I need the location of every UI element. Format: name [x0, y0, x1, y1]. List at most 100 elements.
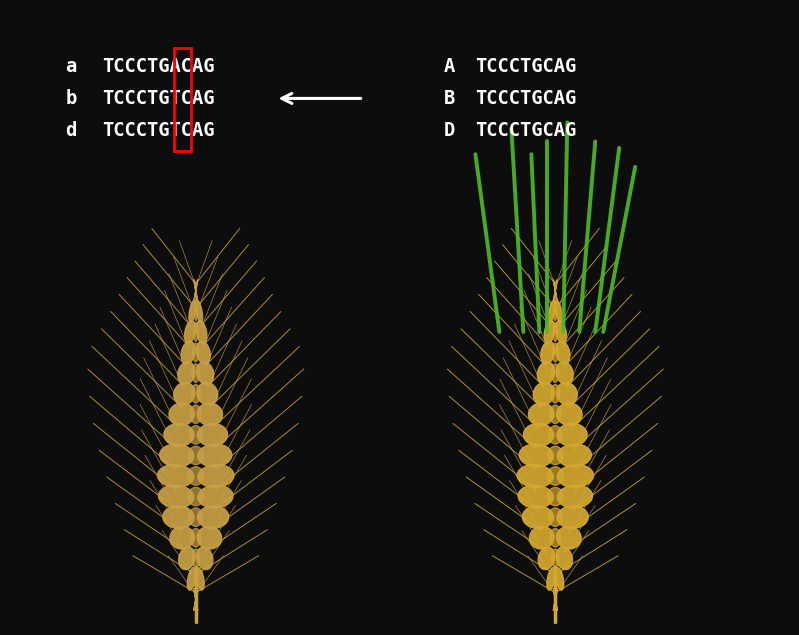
- Ellipse shape: [190, 528, 201, 547]
- Ellipse shape: [539, 547, 555, 570]
- Ellipse shape: [518, 485, 553, 508]
- Ellipse shape: [551, 364, 559, 382]
- Ellipse shape: [548, 300, 555, 323]
- Ellipse shape: [538, 362, 555, 384]
- Ellipse shape: [547, 487, 563, 506]
- Ellipse shape: [170, 526, 194, 549]
- Ellipse shape: [196, 321, 207, 343]
- Text: D: D: [443, 121, 455, 140]
- Ellipse shape: [530, 526, 554, 549]
- Ellipse shape: [552, 549, 559, 568]
- Text: A: A: [443, 57, 455, 76]
- Ellipse shape: [188, 467, 204, 485]
- Ellipse shape: [547, 467, 563, 485]
- Ellipse shape: [197, 362, 213, 384]
- Ellipse shape: [557, 526, 581, 549]
- Ellipse shape: [555, 321, 566, 343]
- Ellipse shape: [541, 342, 555, 364]
- Ellipse shape: [188, 446, 204, 465]
- Ellipse shape: [194, 588, 197, 611]
- Ellipse shape: [190, 405, 201, 424]
- Ellipse shape: [193, 344, 199, 362]
- Ellipse shape: [557, 403, 582, 425]
- Ellipse shape: [197, 526, 221, 549]
- Ellipse shape: [556, 362, 573, 384]
- Ellipse shape: [197, 444, 232, 467]
- Ellipse shape: [198, 485, 233, 508]
- Ellipse shape: [160, 444, 194, 467]
- Text: TCCCTGCAG: TCCCTGCAG: [475, 121, 577, 140]
- Ellipse shape: [197, 424, 228, 446]
- Ellipse shape: [523, 424, 554, 446]
- Ellipse shape: [519, 444, 554, 467]
- Ellipse shape: [197, 382, 218, 405]
- Ellipse shape: [157, 465, 193, 488]
- Ellipse shape: [196, 568, 205, 590]
- Ellipse shape: [550, 405, 561, 424]
- Ellipse shape: [189, 425, 202, 444]
- Ellipse shape: [517, 465, 553, 488]
- Ellipse shape: [556, 382, 578, 405]
- Ellipse shape: [551, 384, 560, 403]
- Ellipse shape: [557, 506, 588, 528]
- Ellipse shape: [548, 508, 562, 526]
- Text: TCCCTGCAG: TCCCTGCAG: [475, 57, 577, 76]
- Ellipse shape: [164, 424, 194, 446]
- Ellipse shape: [555, 568, 564, 590]
- Ellipse shape: [549, 425, 562, 444]
- Ellipse shape: [189, 300, 196, 323]
- Ellipse shape: [187, 568, 196, 590]
- Ellipse shape: [554, 302, 557, 321]
- Ellipse shape: [191, 384, 201, 403]
- Ellipse shape: [197, 403, 223, 425]
- Text: TCCCTGACAG: TCCCTGACAG: [102, 57, 215, 76]
- Ellipse shape: [194, 570, 197, 588]
- Bar: [174, 48, 191, 151]
- Text: TCCCTGTCAG: TCCCTGTCAG: [102, 121, 215, 140]
- Ellipse shape: [558, 465, 594, 488]
- Ellipse shape: [554, 279, 557, 302]
- Ellipse shape: [196, 300, 203, 323]
- Ellipse shape: [547, 568, 555, 590]
- Ellipse shape: [523, 506, 554, 528]
- Text: d: d: [66, 121, 77, 140]
- Ellipse shape: [188, 487, 204, 506]
- Ellipse shape: [556, 547, 572, 570]
- Ellipse shape: [179, 547, 195, 570]
- Text: B: B: [443, 89, 455, 108]
- Ellipse shape: [178, 362, 195, 384]
- Ellipse shape: [557, 444, 591, 467]
- Ellipse shape: [193, 323, 198, 341]
- Ellipse shape: [194, 279, 197, 302]
- Ellipse shape: [198, 465, 234, 488]
- Ellipse shape: [552, 344, 559, 362]
- Ellipse shape: [554, 588, 557, 611]
- Ellipse shape: [194, 302, 197, 321]
- Ellipse shape: [192, 364, 200, 382]
- Ellipse shape: [554, 570, 557, 588]
- Ellipse shape: [553, 323, 558, 341]
- Ellipse shape: [163, 506, 194, 528]
- Ellipse shape: [554, 279, 557, 302]
- Ellipse shape: [197, 506, 229, 528]
- Ellipse shape: [557, 424, 587, 446]
- Text: TCCCTGCAG: TCCCTGCAG: [475, 89, 577, 108]
- Ellipse shape: [193, 549, 199, 568]
- Ellipse shape: [547, 446, 563, 465]
- Ellipse shape: [556, 342, 570, 364]
- Text: b: b: [66, 89, 77, 108]
- Ellipse shape: [189, 508, 203, 526]
- Ellipse shape: [194, 588, 197, 611]
- Ellipse shape: [555, 300, 562, 323]
- Ellipse shape: [181, 342, 195, 364]
- Ellipse shape: [169, 403, 194, 425]
- Ellipse shape: [544, 321, 555, 343]
- Ellipse shape: [197, 547, 213, 570]
- Ellipse shape: [554, 588, 557, 611]
- Ellipse shape: [185, 321, 196, 343]
- Ellipse shape: [550, 528, 561, 547]
- Ellipse shape: [528, 403, 554, 425]
- Text: a: a: [66, 57, 77, 76]
- Ellipse shape: [173, 382, 195, 405]
- Ellipse shape: [197, 342, 210, 364]
